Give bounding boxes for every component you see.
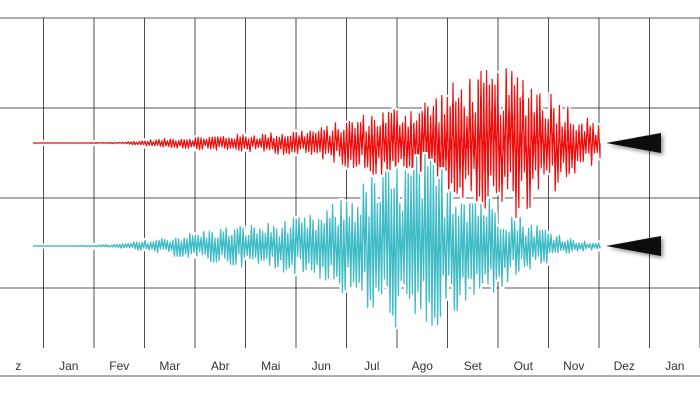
triangle-pointer-icon xyxy=(606,133,661,153)
x-tick-label: Nov xyxy=(563,359,584,373)
chart-traces xyxy=(33,68,601,328)
series-trace xyxy=(33,154,601,328)
x-tick-label: Jul xyxy=(364,359,379,373)
x-tick-label: Mai xyxy=(261,359,280,373)
x-tick-label: Jan xyxy=(665,359,684,373)
x-tick-label: Dez xyxy=(614,359,635,373)
x-tick-label: Jun xyxy=(312,359,331,373)
x-tick-label: Ago xyxy=(412,359,434,373)
x-tick-label: Mar xyxy=(159,359,180,373)
series-trace xyxy=(33,68,601,219)
x-tick-labels: z Jan Fev Mar Abr Mai Jun Jul Ago Set Out Nov Dez Jan… xyxy=(15,359,684,373)
x-tick-label: Jan xyxy=(59,359,78,373)
x-tick-label: Set xyxy=(464,359,483,373)
x-tick-label: Out xyxy=(514,359,534,373)
chart-pointers xyxy=(606,133,661,256)
x-tick-label: Fev xyxy=(109,359,129,373)
x-tick-label: z xyxy=(15,359,21,373)
x-tick-label: Abr xyxy=(211,359,230,373)
triangle-pointer-icon xyxy=(606,236,661,256)
chart-grid xyxy=(0,17,700,377)
